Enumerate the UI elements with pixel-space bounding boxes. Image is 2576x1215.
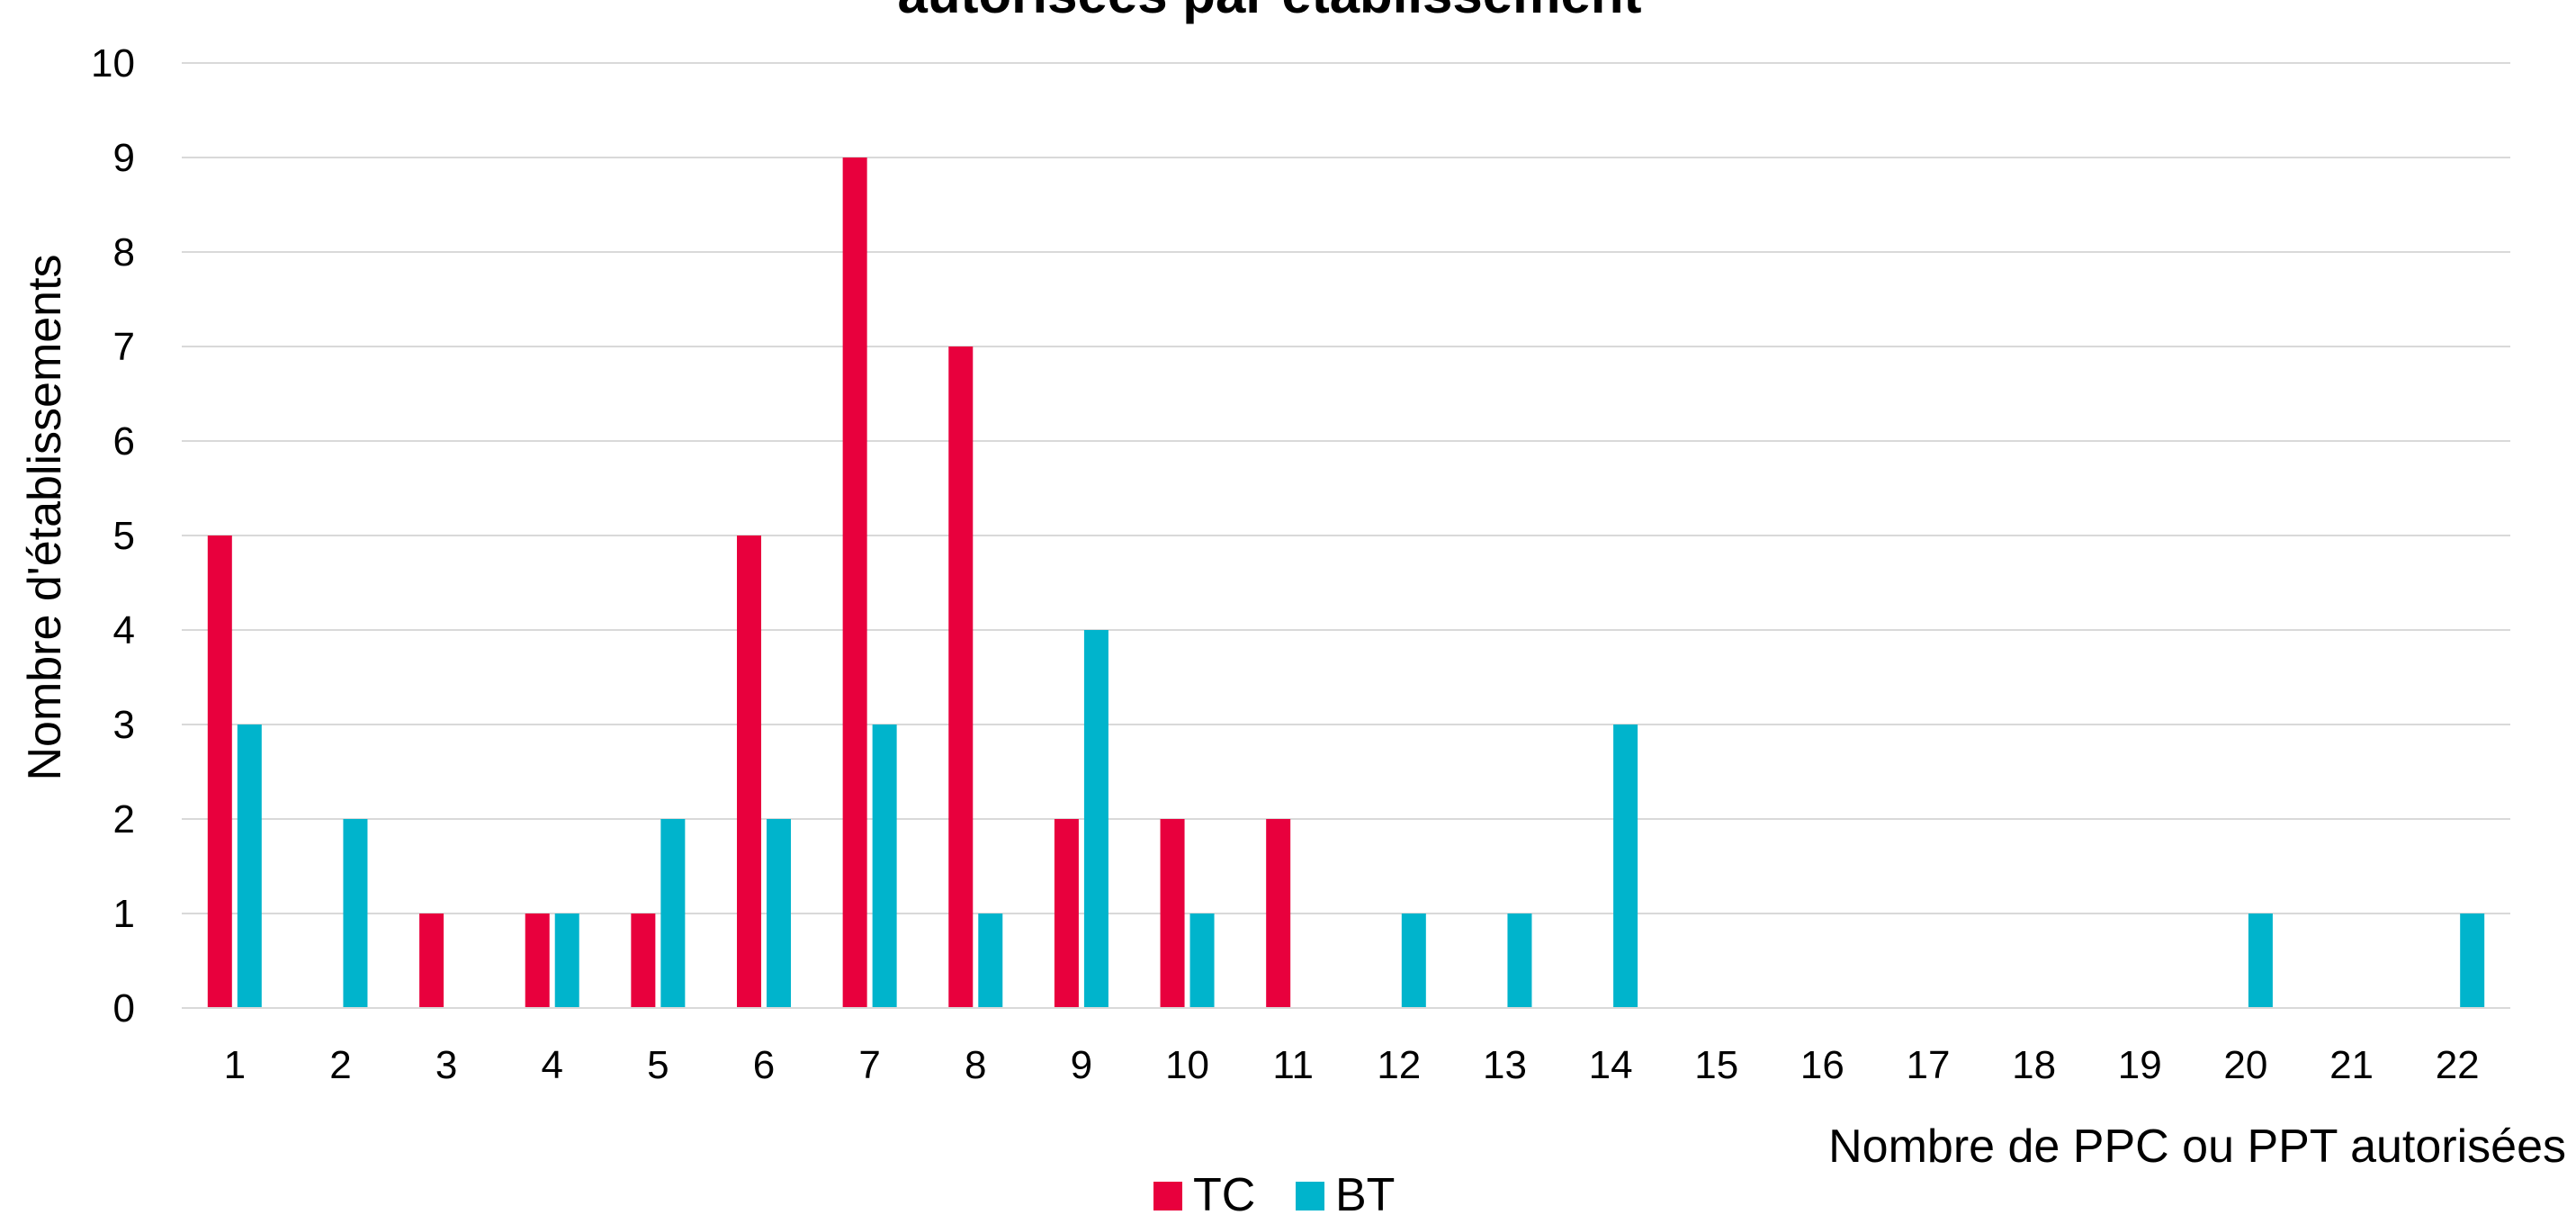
x-tick-label: 17 <box>1907 1043 1951 1087</box>
gridlines <box>182 62 2510 914</box>
x-tick-label: 12 <box>1377 1043 1421 1087</box>
legend-swatch-tc <box>1153 1182 1182 1210</box>
x-tick-label: 5 <box>647 1043 669 1087</box>
x-tick-label: 7 <box>858 1043 880 1087</box>
y-tick-label: 6 <box>113 419 135 464</box>
y-tick-label: 7 <box>113 325 135 369</box>
y-tick-label: 4 <box>113 608 135 652</box>
bar-bt <box>872 724 897 1008</box>
x-axis-title: Nombre de PPC ou PPT autorisées <box>1828 1120 2566 1173</box>
x-tick-label: 2 <box>329 1043 351 1087</box>
x-tick-label: 1 <box>224 1043 246 1087</box>
legend: TC BT <box>1153 1169 1395 1215</box>
bar-tc <box>419 914 444 1008</box>
bar-bt <box>1401 914 1426 1008</box>
x-tick-label: 10 <box>1165 1043 1209 1087</box>
x-tick-label: 21 <box>2329 1043 2374 1087</box>
x-tick-label: 11 <box>1272 1043 1314 1087</box>
bar-tc <box>1266 819 1291 1008</box>
x-tick-label: 13 <box>1483 1043 1527 1087</box>
bar-bt <box>2460 914 2485 1008</box>
x-tick-label: 9 <box>1071 1043 1092 1087</box>
x-tick-label: 22 <box>2436 1043 2480 1087</box>
y-tick-label: 1 <box>113 892 135 936</box>
bar-bt <box>660 819 686 1008</box>
chart-title: autorisées par établissement <box>897 0 1641 24</box>
x-tick-label: 16 <box>1800 1043 1844 1087</box>
y-tick-label: 0 <box>113 986 135 1030</box>
y-tick-label: 5 <box>113 514 135 558</box>
x-tick-label: 19 <box>2118 1043 2162 1087</box>
legend-swatch-bt <box>1296 1182 1324 1210</box>
y-axis-title: Nombre d'établissements <box>19 254 71 780</box>
x-axis-ticks: 1 2 3 4 5 6 7 8 9 10 11 12 13 14 15 16 17 18 19 20 21 22 <box>224 1043 2480 1087</box>
bar-tc <box>631 914 656 1008</box>
x-tick-label: 14 <box>1589 1043 1633 1087</box>
bar-tc <box>1054 819 1079 1008</box>
y-tick-label: 3 <box>113 703 135 747</box>
bar-bt <box>554 914 579 1008</box>
x-tick-label: 4 <box>541 1043 562 1087</box>
bar-tc <box>948 346 974 1008</box>
y-axis-ticks: 0 1 2 3 4 5 6 7 8 9 10 <box>91 41 135 1030</box>
bar-bt <box>2248 914 2273 1008</box>
y-tick-label: 10 <box>91 41 135 86</box>
bar-bt <box>1613 724 1638 1008</box>
legend-label-tc: TC <box>1193 1169 1255 1215</box>
bar-tc <box>842 158 867 1008</box>
bar-bt <box>343 819 368 1008</box>
bar-bt <box>1189 914 1215 1008</box>
bar-tc <box>1160 819 1185 1008</box>
x-tick-label: 18 <box>2012 1043 2056 1087</box>
bar-bt <box>978 914 1003 1008</box>
bar-bt <box>237 724 262 1008</box>
bar-tc <box>207 536 232 1008</box>
x-tick-label: 6 <box>753 1043 775 1087</box>
y-tick-label: 9 <box>113 136 135 180</box>
x-tick-label: 20 <box>2223 1043 2267 1087</box>
legend-label-bt: BT <box>1335 1169 1395 1215</box>
bar-bt <box>1083 630 1108 1008</box>
bar-tc <box>525 914 550 1008</box>
x-tick-label: 3 <box>435 1043 457 1087</box>
x-tick-label: 15 <box>1694 1043 1738 1087</box>
bars <box>207 158 2485 1008</box>
bar-tc <box>737 536 761 1008</box>
bar-bt <box>1507 914 1532 1008</box>
y-tick-label: 8 <box>113 230 135 274</box>
y-tick-label: 2 <box>113 797 135 842</box>
x-tick-label: 8 <box>965 1043 986 1087</box>
bar-bt <box>767 819 791 1008</box>
